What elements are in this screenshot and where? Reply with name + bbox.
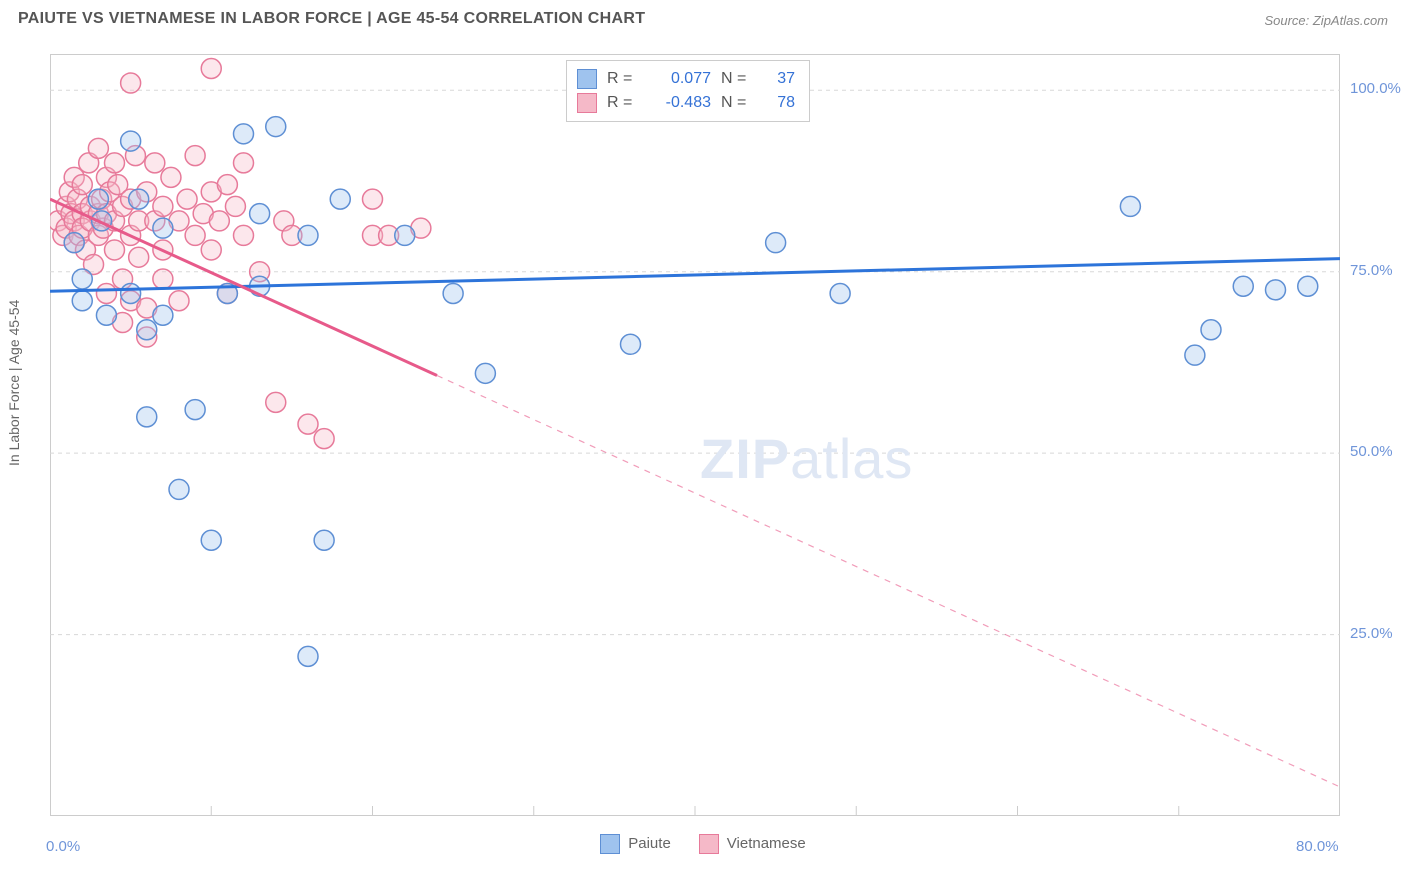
source-label: Source: ZipAtlas.com	[1264, 13, 1388, 28]
y-tick-75: 75.0%	[1350, 262, 1393, 279]
legend-swatch-vietnamese	[577, 93, 597, 113]
legend-r-label-2: R =	[607, 94, 641, 112]
chart-area: In Labor Force | Age 45-54 ZIPatlas 25.0…	[0, 46, 1406, 892]
legend-n-value-paiute: 37	[765, 70, 795, 88]
legend-row-vietnamese: R = -0.483 N = 78	[577, 91, 795, 115]
legend-r-value-vietnamese: -0.483	[651, 94, 711, 112]
legend-item-paiute: Paiute	[600, 834, 671, 854]
legend-label-paiute: Paiute	[628, 835, 671, 852]
legend-r-value-paiute: 0.077	[651, 70, 711, 88]
legend-n-label: N =	[721, 70, 755, 88]
legend-item-vietnamese: Vietnamese	[699, 834, 806, 854]
legend-n-value-vietnamese: 78	[765, 94, 795, 112]
y-tick-100: 100.0%	[1350, 80, 1401, 97]
y-axis-label: In Labor Force | Age 45-54	[6, 300, 22, 466]
title-bar: PAIUTE VS VIETNAMESE IN LABOR FORCE | AG…	[0, 0, 1406, 34]
legend-swatch-vietnamese-icon	[699, 834, 719, 854]
legend-swatch-paiute	[577, 69, 597, 89]
legend-row-paiute: R = 0.077 N = 37	[577, 67, 795, 91]
chart-container: PAIUTE VS VIETNAMESE IN LABOR FORCE | AG…	[0, 0, 1406, 892]
series-legend: Paiute Vietnamese	[0, 834, 1406, 854]
legend-n-label-2: N =	[721, 94, 755, 112]
legend-swatch-paiute-icon	[600, 834, 620, 854]
y-tick-25: 25.0%	[1350, 625, 1393, 642]
scatter-chart	[50, 54, 1340, 816]
correlation-legend: R = 0.077 N = 37 R = -0.483 N = 78	[566, 60, 810, 122]
legend-label-vietnamese: Vietnamese	[727, 835, 806, 852]
chart-title: PAIUTE VS VIETNAMESE IN LABOR FORCE | AG…	[18, 10, 645, 28]
y-tick-50: 50.0%	[1350, 443, 1393, 460]
legend-r-label: R =	[607, 70, 641, 88]
